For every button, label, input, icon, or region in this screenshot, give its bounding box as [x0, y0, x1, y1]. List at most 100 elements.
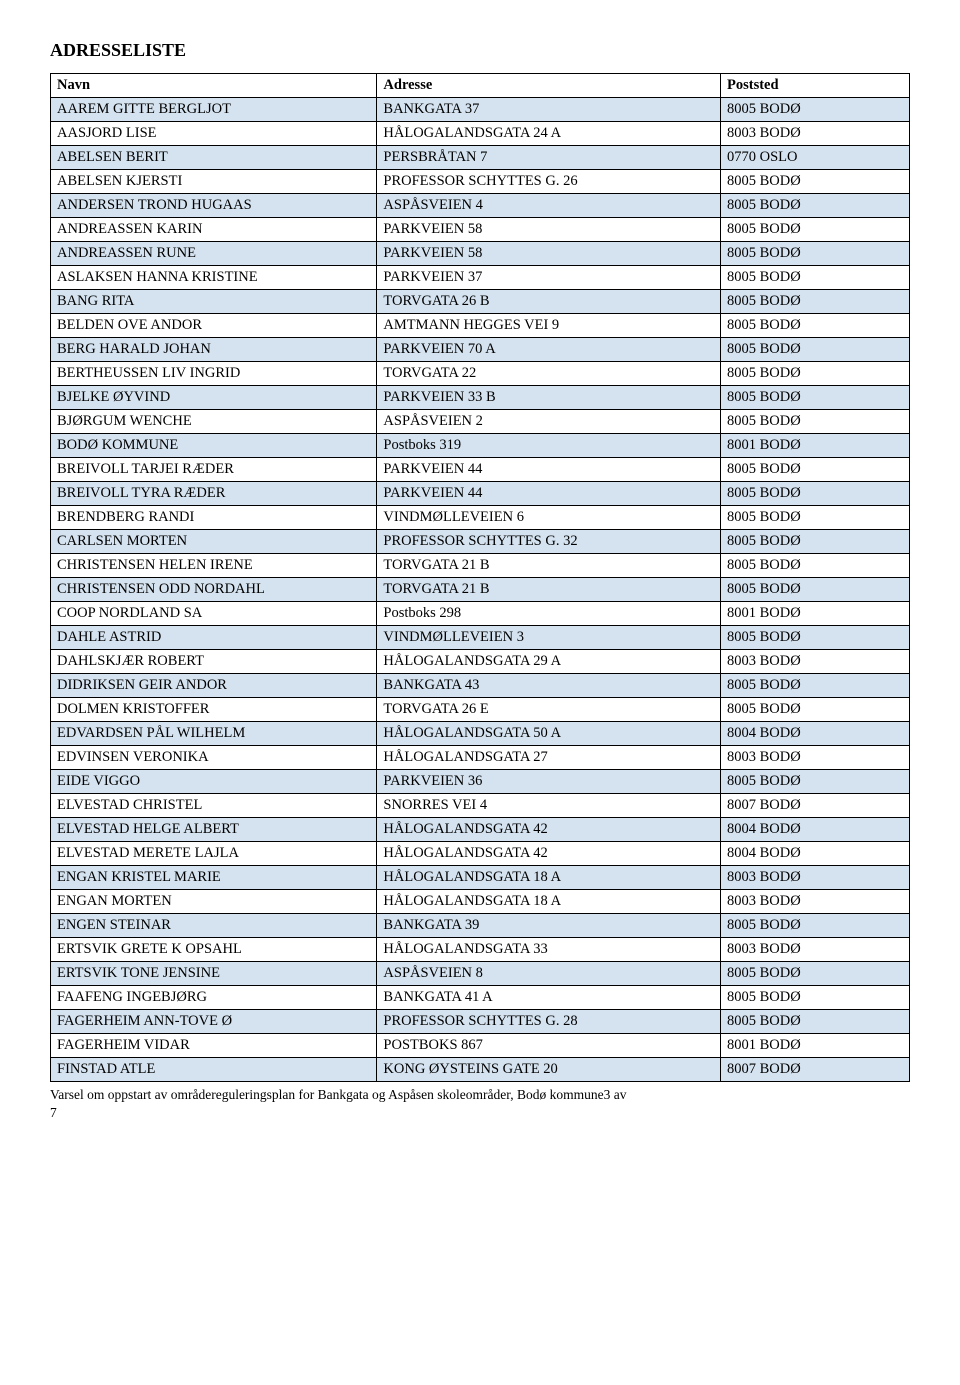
table-cell: TORVGATA 26 E [377, 698, 721, 722]
table-cell: ANDREASSEN RUNE [51, 242, 377, 266]
table-row: BJELKE ØYVINDPARKVEIEN 33 B8005 BODØ [51, 386, 910, 410]
table-row: DAHLE ASTRIDVINDMØLLEVEIEN 38005 BODØ [51, 626, 910, 650]
table-cell: BJØRGUM WENCHE [51, 410, 377, 434]
table-cell: FAGERHEIM VIDAR [51, 1034, 377, 1058]
table-row: ERTSVIK GRETE K OPSAHLHÅLOGALANDSGATA 33… [51, 938, 910, 962]
table-row: AAREM GITTE BERGLJOTBANKGATA 378005 BODØ [51, 98, 910, 122]
table-row: ENGAN MORTENHÅLOGALANDSGATA 18 A8003 BOD… [51, 890, 910, 914]
table-row: EDVARDSEN PÅL WILHELMHÅLOGALANDSGATA 50 … [51, 722, 910, 746]
table-header-row: Navn Adresse Poststed [51, 74, 910, 98]
table-cell: DAHLSKJÆR ROBERT [51, 650, 377, 674]
table-cell: 0770 OSLO [721, 146, 910, 170]
table-cell: 8005 BODØ [721, 266, 910, 290]
table-row: DIDRIKSEN GEIR ANDORBANKGATA 438005 BODØ [51, 674, 910, 698]
table-cell: PARKVEIEN 70 A [377, 338, 721, 362]
table-cell: DAHLE ASTRID [51, 626, 377, 650]
table-row: AASJORD LISEHÅLOGALANDSGATA 24 A8003 BOD… [51, 122, 910, 146]
table-row: BELDEN OVE ANDORAMTMANN HEGGES VEI 98005… [51, 314, 910, 338]
table-cell: DIDRIKSEN GEIR ANDOR [51, 674, 377, 698]
table-cell: PROFESSOR SCHYTTES G. 26 [377, 170, 721, 194]
table-cell: 8007 BODØ [721, 794, 910, 818]
table-cell: AAREM GITTE BERGLJOT [51, 98, 377, 122]
table-row: CHRISTENSEN HELEN IRENETORVGATA 21 B8005… [51, 554, 910, 578]
table-cell: 8005 BODØ [721, 410, 910, 434]
table-cell: BERG HARALD JOHAN [51, 338, 377, 362]
table-cell: BANKGATA 43 [377, 674, 721, 698]
table-row: BODØ KOMMUNEPostboks 3198001 BODØ [51, 434, 910, 458]
table-cell: BANKGATA 41 A [377, 986, 721, 1010]
table-cell: 8005 BODØ [721, 458, 910, 482]
page-title: ADRESSELISTE [50, 40, 910, 61]
table-cell: DOLMEN KRISTOFFER [51, 698, 377, 722]
table-cell: VINDMØLLEVEIEN 6 [377, 506, 721, 530]
table-cell: CARLSEN MORTEN [51, 530, 377, 554]
table-cell: 8003 BODØ [721, 890, 910, 914]
table-cell: HÅLOGALANDSGATA 24 A [377, 122, 721, 146]
address-table: Navn Adresse Poststed AAREM GITTE BERGLJ… [50, 73, 910, 1082]
table-cell: EIDE VIGGO [51, 770, 377, 794]
table-row: ABELSEN KJERSTIPROFESSOR SCHYTTES G. 268… [51, 170, 910, 194]
table-row: ANDREASSEN RUNEPARKVEIEN 588005 BODØ [51, 242, 910, 266]
table-cell: 8003 BODØ [721, 746, 910, 770]
table-cell: HÅLOGALANDSGATA 42 [377, 818, 721, 842]
table-cell: EDVINSEN VERONIKA [51, 746, 377, 770]
table-cell: 8004 BODØ [721, 818, 910, 842]
col-header-navn: Navn [51, 74, 377, 98]
table-row: BREIVOLL TARJEI RÆDERPARKVEIEN 448005 BO… [51, 458, 910, 482]
table-row: EIDE VIGGOPARKVEIEN 368005 BODØ [51, 770, 910, 794]
table-row: BJØRGUM WENCHEASPÅSVEIEN 28005 BODØ [51, 410, 910, 434]
table-cell: ANDREASSEN KARIN [51, 218, 377, 242]
table-cell: PARKVEIEN 37 [377, 266, 721, 290]
table-row: COOP NORDLAND SAPostboks 2988001 BODØ [51, 602, 910, 626]
table-cell: 8005 BODØ [721, 338, 910, 362]
table-cell: BREIVOLL TARJEI RÆDER [51, 458, 377, 482]
table-cell: CHRISTENSEN ODD NORDAHL [51, 578, 377, 602]
table-cell: 8007 BODØ [721, 1058, 910, 1082]
table-cell: ASLAKSEN HANNA KRISTINE [51, 266, 377, 290]
table-cell: 8005 BODØ [721, 386, 910, 410]
col-header-poststed: Poststed [721, 74, 910, 98]
table-cell: 8005 BODØ [721, 242, 910, 266]
table-row: BERG HARALD JOHANPARKVEIEN 70 A8005 BODØ [51, 338, 910, 362]
table-row: DAHLSKJÆR ROBERTHÅLOGALANDSGATA 29 A8003… [51, 650, 910, 674]
table-cell: ASPÅSVEIEN 4 [377, 194, 721, 218]
table-cell: BERTHEUSSEN LIV INGRID [51, 362, 377, 386]
table-cell: KONG ØYSTEINS GATE 20 [377, 1058, 721, 1082]
table-cell: PARKVEIEN 58 [377, 242, 721, 266]
table-cell: HÅLOGALANDSGATA 27 [377, 746, 721, 770]
table-cell: FAGERHEIM ANN-TOVE Ø [51, 1010, 377, 1034]
table-cell: VINDMØLLEVEIEN 3 [377, 626, 721, 650]
table-cell: 8005 BODØ [721, 314, 910, 338]
table-cell: ELVESTAD MERETE LAJLA [51, 842, 377, 866]
table-row: BERTHEUSSEN LIV INGRIDTORVGATA 228005 BO… [51, 362, 910, 386]
table-cell: SNORRES VEI 4 [377, 794, 721, 818]
table-cell: PARKVEIEN 44 [377, 458, 721, 482]
table-cell: BANG RITA [51, 290, 377, 314]
footer-text-line2: 7 [50, 1105, 57, 1120]
table-cell: 8005 BODØ [721, 578, 910, 602]
table-row: FAAFENG INGEBJØRGBANKGATA 41 A8005 BODØ [51, 986, 910, 1010]
table-row: CHRISTENSEN ODD NORDAHLTORVGATA 21 B8005… [51, 578, 910, 602]
table-row: DOLMEN KRISTOFFERTORVGATA 26 E8005 BODØ [51, 698, 910, 722]
table-cell: 8005 BODØ [721, 506, 910, 530]
table-row: EDVINSEN VERONIKAHÅLOGALANDSGATA 278003 … [51, 746, 910, 770]
table-cell: CHRISTENSEN HELEN IRENE [51, 554, 377, 578]
table-cell: 8005 BODØ [721, 194, 910, 218]
table-cell: ABELSEN BERIT [51, 146, 377, 170]
table-row: FINSTAD ATLEKONG ØYSTEINS GATE 208007 BO… [51, 1058, 910, 1082]
table-cell: 8003 BODØ [721, 938, 910, 962]
table-cell: AASJORD LISE [51, 122, 377, 146]
table-cell: 8005 BODØ [721, 698, 910, 722]
table-cell: 8003 BODØ [721, 122, 910, 146]
table-row: BRENDBERG RANDIVINDMØLLEVEIEN 68005 BODØ [51, 506, 910, 530]
table-cell: TORVGATA 21 B [377, 554, 721, 578]
table-cell: 8005 BODØ [721, 770, 910, 794]
table-cell: COOP NORDLAND SA [51, 602, 377, 626]
table-cell: 8005 BODØ [721, 482, 910, 506]
table-cell: ASPÅSVEIEN 8 [377, 962, 721, 986]
table-cell: PARKVEIEN 33 B [377, 386, 721, 410]
table-cell: ABELSEN KJERSTI [51, 170, 377, 194]
table-cell: 8004 BODØ [721, 842, 910, 866]
table-cell: HÅLOGALANDSGATA 42 [377, 842, 721, 866]
table-cell: ENGEN STEINAR [51, 914, 377, 938]
